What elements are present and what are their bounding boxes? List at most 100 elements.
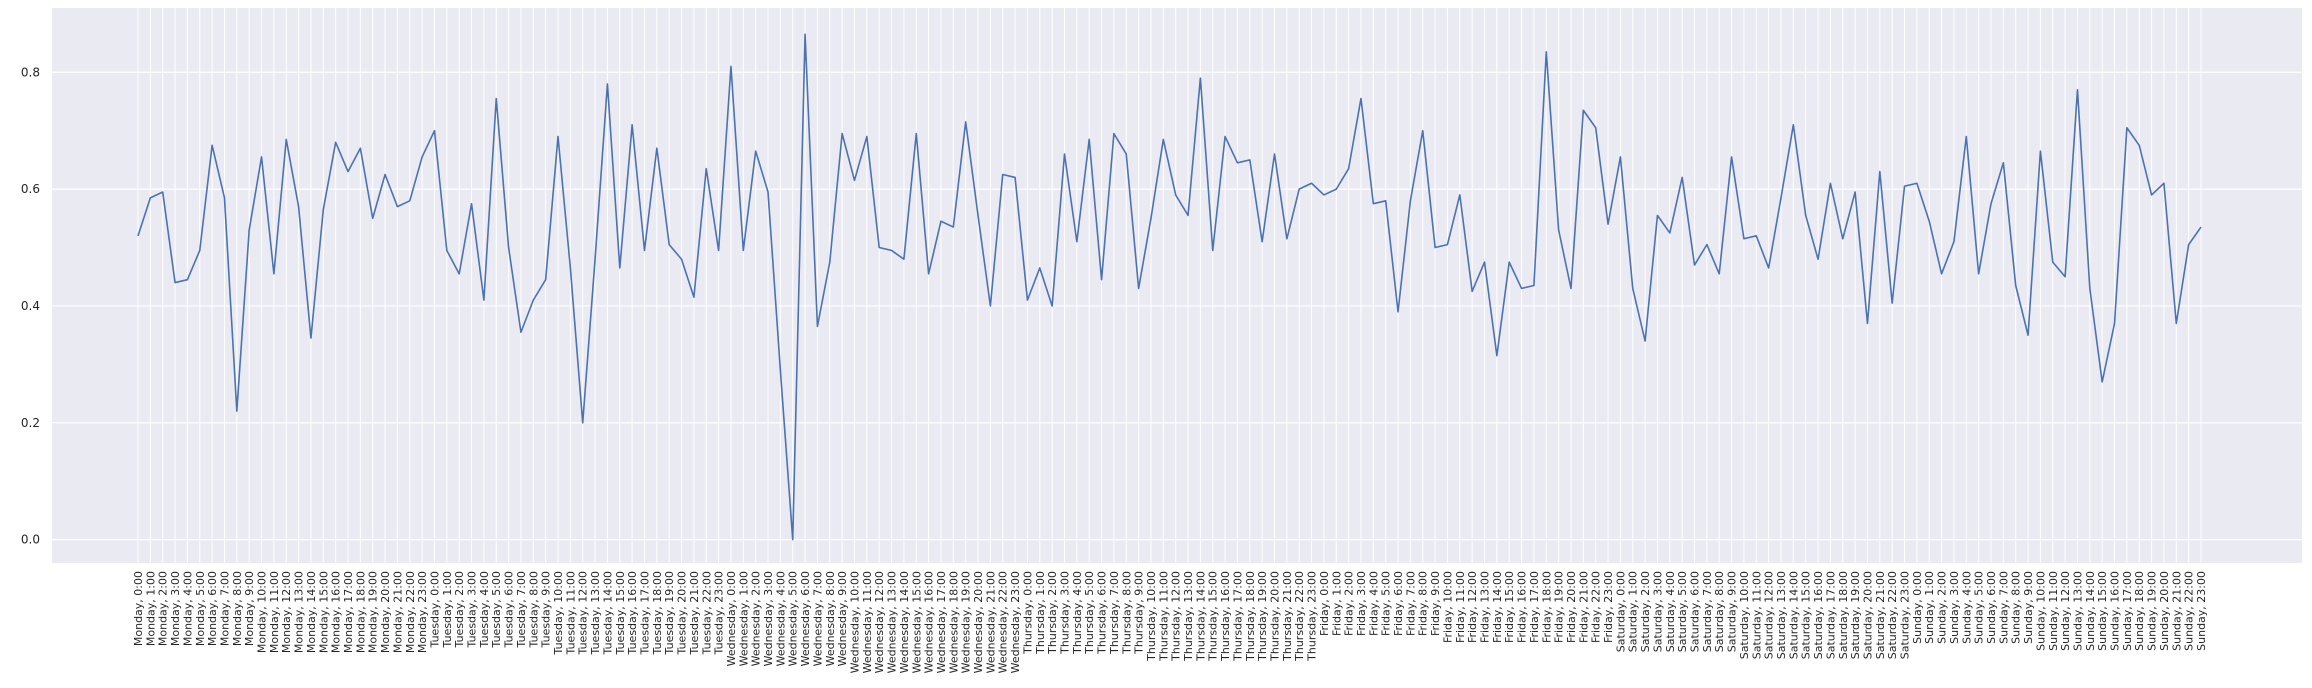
x-tick-label: Thursday, 12:00 bbox=[1170, 571, 1183, 662]
x-tick-label: Friday, 19:00 bbox=[1553, 571, 1566, 643]
x-tick-label: Tuesday, 3:00 bbox=[466, 571, 479, 648]
x-tick-label: Saturday, 22:00 bbox=[1886, 571, 1899, 659]
x-tick-label: Tuesday, 15:00 bbox=[614, 571, 627, 655]
x-tick-label: Thursday, 15:00 bbox=[1207, 571, 1220, 662]
x-tick-label: Thursday, 0:00 bbox=[1021, 571, 1034, 655]
x-tick-label: Saturday, 20:00 bbox=[1861, 571, 1874, 659]
x-tick-label: Saturday, 11:00 bbox=[1750, 571, 1763, 659]
x-tick-label: Monday, 13:00 bbox=[293, 571, 306, 653]
x-tick-label: Wednesday, 17:00 bbox=[935, 571, 948, 673]
x-tick-label: Wednesday, 21:00 bbox=[984, 571, 997, 673]
x-tick-label: Sunday, 9:00 bbox=[2022, 571, 2035, 644]
grid bbox=[52, 8, 2302, 563]
x-tick-label: Saturday, 14:00 bbox=[1787, 571, 1800, 659]
x-tick-label: Tuesday, 1:00 bbox=[441, 571, 454, 648]
x-tick-label: Friday, 10:00 bbox=[1441, 571, 1454, 643]
series-layer bbox=[137, 33, 2202, 541]
x-tick-label: Friday, 9:00 bbox=[1429, 571, 1442, 636]
x-tick-label: Tuesday, 4:00 bbox=[478, 571, 491, 648]
x-tick-label: Thursday, 14:00 bbox=[1194, 571, 1207, 662]
x-tick-label: Saturday, 19:00 bbox=[1849, 571, 1862, 659]
x-tick-label: Tuesday, 2:00 bbox=[453, 571, 466, 648]
y-axis-ticks: 0.0 0.2 0.4 0.6 0.8 bbox=[21, 65, 40, 546]
x-tick-label: Tuesday, 0:00 bbox=[428, 571, 441, 648]
x-tick-label: Thursday, 4:00 bbox=[1071, 571, 1084, 655]
x-tick-label: Tuesday, 11:00 bbox=[564, 571, 577, 655]
x-tick-label: Sunday, 16:00 bbox=[2109, 571, 2122, 651]
x-tick-label: Tuesday, 20:00 bbox=[676, 571, 689, 655]
x-tick-label: Friday, 13:00 bbox=[1479, 571, 1492, 643]
x-tick-label: Monday, 19:00 bbox=[367, 571, 380, 653]
x-tick-label: Thursday, 19:00 bbox=[1256, 571, 1269, 662]
x-tick-label: Sunday, 0:00 bbox=[1911, 571, 1924, 644]
x-tick-label: Friday, 11:00 bbox=[1454, 571, 1467, 643]
x-tick-label: Thursday, 17:00 bbox=[1231, 571, 1244, 662]
x-tick-label: Monday, 10:00 bbox=[256, 571, 269, 653]
x-tick-label: Thursday, 5:00 bbox=[1083, 571, 1096, 655]
x-axis-ticks: Monday, 0:00 Monday, 1:00 Monday, 2:00 Mond… bbox=[132, 571, 2208, 673]
x-tick-label: Sunday, 4:00 bbox=[1960, 571, 1973, 644]
x-tick-label: Thursday, 6:00 bbox=[1096, 571, 1109, 655]
x-tick-label: Sunday, 23:00 bbox=[2195, 571, 2208, 651]
x-tick-label: Wednesday, 0:00 bbox=[725, 571, 738, 666]
x-tick-label: Wednesday, 9:00 bbox=[836, 571, 849, 666]
x-tick-label: Sunday, 13:00 bbox=[2071, 571, 2084, 651]
x-tick-label: Thursday, 7:00 bbox=[1108, 571, 1121, 655]
x-tick-label: Sunday, 20:00 bbox=[2158, 571, 2171, 651]
y-tick-label: 0.4 bbox=[21, 299, 40, 313]
x-tick-label: Saturday, 9:00 bbox=[1726, 571, 1739, 652]
x-tick-label: Saturday, 18:00 bbox=[1837, 571, 1850, 659]
x-tick-label: Wednesday, 2:00 bbox=[750, 571, 763, 666]
x-tick-label: Saturday, 16:00 bbox=[1812, 571, 1825, 659]
x-tick-label: Sunday, 1:00 bbox=[1923, 571, 1936, 644]
x-tick-label: Monday, 5:00 bbox=[194, 571, 207, 646]
x-tick-label: Saturday, 3:00 bbox=[1651, 571, 1664, 652]
x-tick-label: Saturday, 5:00 bbox=[1676, 571, 1689, 652]
x-tick-label: Monday, 20:00 bbox=[379, 571, 392, 653]
x-tick-label: Wednesday, 5:00 bbox=[787, 571, 800, 666]
x-tick-label: Friday, 23:00 bbox=[1602, 571, 1615, 643]
x-tick-label: Wednesday, 10:00 bbox=[848, 571, 861, 673]
x-tick-label: Wednesday, 8:00 bbox=[824, 571, 837, 666]
x-tick-label: Friday, 14:00 bbox=[1491, 571, 1504, 643]
x-tick-label: Sunday, 8:00 bbox=[2010, 571, 2023, 644]
x-tick-label: Thursday, 11:00 bbox=[1157, 571, 1170, 662]
x-tick-label: Wednesday, 12:00 bbox=[873, 571, 886, 673]
x-tick-label: Thursday, 22:00 bbox=[1293, 571, 1306, 662]
x-tick-label: Sunday, 11:00 bbox=[2047, 571, 2060, 651]
x-tick-label: Monday, 1:00 bbox=[144, 571, 157, 646]
x-tick-label: Sunday, 17:00 bbox=[2121, 571, 2134, 651]
x-tick-label: Friday, 4:00 bbox=[1367, 571, 1380, 636]
y-tick-label: 0.0 bbox=[21, 533, 40, 547]
x-tick-label: Friday, 6:00 bbox=[1392, 571, 1405, 636]
x-tick-label: Tuesday, 23:00 bbox=[713, 571, 726, 655]
x-tick-label: Tuesday, 5:00 bbox=[490, 571, 503, 648]
x-tick-label: Wednesday, 6:00 bbox=[799, 571, 812, 666]
x-tick-label: Tuesday, 8:00 bbox=[527, 571, 540, 648]
x-tick-label: Tuesday, 18:00 bbox=[651, 571, 664, 655]
x-tick-label: Friday, 7:00 bbox=[1404, 571, 1417, 636]
x-tick-label: Monday, 2:00 bbox=[157, 571, 170, 646]
x-tick-label: Monday, 15:00 bbox=[317, 571, 330, 653]
x-tick-label: Thursday, 21:00 bbox=[1281, 571, 1294, 662]
x-tick-label: Saturday, 7:00 bbox=[1701, 571, 1714, 652]
x-tick-label: Tuesday, 13:00 bbox=[589, 571, 602, 655]
x-tick-label: Monday, 4:00 bbox=[181, 571, 194, 646]
x-tick-label: Monday, 6:00 bbox=[206, 571, 219, 646]
x-tick-label: Saturday, 15:00 bbox=[1800, 571, 1813, 659]
x-tick-label: Wednesday, 20:00 bbox=[972, 571, 985, 673]
x-tick-label: Sunday, 22:00 bbox=[2183, 571, 2196, 651]
x-tick-label: Thursday, 23:00 bbox=[1306, 571, 1319, 662]
x-tick-label: Thursday, 9:00 bbox=[1133, 571, 1146, 655]
x-tick-label: Monday, 7:00 bbox=[218, 571, 231, 646]
x-tick-label: Saturday, 2:00 bbox=[1639, 571, 1652, 652]
x-tick-label: Friday, 17:00 bbox=[1528, 571, 1541, 643]
x-tick-label: Sunday, 19:00 bbox=[2146, 571, 2159, 651]
x-tick-label: Sunday, 2:00 bbox=[1936, 571, 1949, 644]
x-tick-label: Thursday, 1:00 bbox=[1034, 571, 1047, 655]
x-tick-label: Friday, 3:00 bbox=[1355, 571, 1368, 636]
x-tick-label: Friday, 5:00 bbox=[1380, 571, 1393, 636]
x-tick-label: Sunday, 7:00 bbox=[1997, 571, 2010, 644]
